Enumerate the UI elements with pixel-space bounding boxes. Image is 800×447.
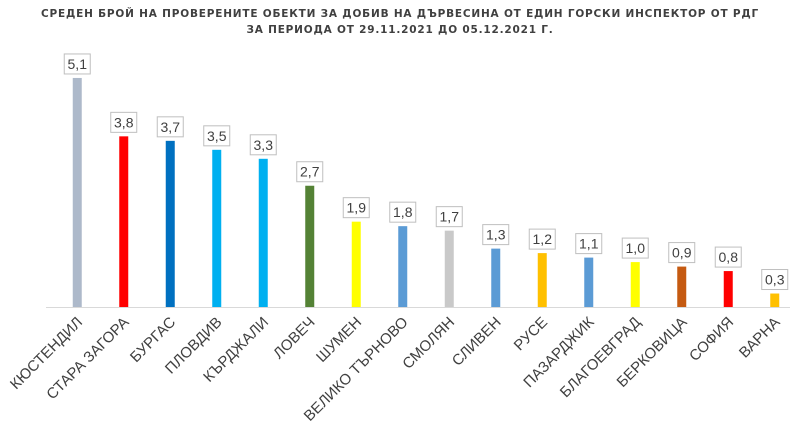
value-label-8: 1,7 — [440, 209, 460, 225]
value-label-box-11 — [575, 233, 603, 255]
bar-12 — [630, 262, 640, 307]
value-label-box-15 — [761, 269, 789, 291]
bar-5 — [305, 185, 315, 307]
bar-8 — [444, 230, 454, 307]
value-label-12: 1,0 — [626, 240, 646, 256]
value-label-11: 1,1 — [579, 236, 599, 252]
value-label-3: 3,5 — [207, 128, 227, 144]
value-labels-group: 5,1 3,8 3,7 3,5 3,3 2,7 1,9 1,8 1,7 1,3 1,2 1,1 1,0 0… — [63, 53, 789, 291]
value-label-5: 2,7 — [300, 164, 320, 180]
bar-14 — [723, 271, 733, 307]
bar-4 — [258, 158, 268, 307]
bar-6 — [351, 221, 361, 307]
value-label-box-1 — [110, 111, 138, 133]
bar-10 — [537, 253, 547, 307]
chart-title-block: СРЕДЕН БРОЙ НА ПРОВЕРЕНИТЕ ОБЕКТИ ЗА ДОБ… — [0, 6, 800, 38]
bar-9 — [491, 248, 501, 307]
value-label-4: 3,3 — [254, 137, 274, 153]
value-label-9: 1,3 — [486, 227, 506, 243]
value-label-box-13 — [668, 242, 696, 264]
chart-subtitle: ЗА ПЕРИОДА ОТ 29.11.2021 ДО 05.12.2021 Г… — [246, 24, 554, 36]
value-label-box-14 — [714, 246, 742, 268]
bar-1 — [119, 136, 129, 307]
value-label-7: 1,8 — [393, 204, 413, 220]
value-label-2: 3,7 — [161, 119, 181, 135]
value-label-1: 3,8 — [114, 114, 134, 130]
value-label-box-7 — [389, 201, 417, 223]
value-label-box-5 — [296, 161, 324, 183]
value-label-10: 1,2 — [533, 231, 553, 247]
category-label-15: ВАРНА — [736, 314, 784, 362]
value-label-box-2 — [156, 116, 184, 138]
value-label-0: 5,1 — [68, 56, 88, 72]
value-label-box-9 — [482, 224, 510, 246]
bar-15 — [770, 293, 780, 307]
bars-group — [72, 77, 780, 307]
category-label-5: ЛОВЕЧ — [270, 314, 318, 362]
bar-3 — [212, 149, 222, 307]
value-label-13: 0,9 — [672, 245, 692, 261]
category-label-12: БЛАГОЕВГРАД — [557, 314, 644, 401]
category-label-14: СОФИЯ — [686, 314, 737, 365]
value-label-box-6 — [342, 197, 370, 219]
category-label-10: РУСЕ — [511, 314, 551, 354]
value-label-6: 1,9 — [347, 200, 367, 216]
value-label-15: 0,3 — [765, 272, 785, 288]
bar-13 — [677, 266, 687, 307]
value-label-box-8 — [435, 206, 463, 228]
value-label-14: 0,8 — [719, 249, 739, 265]
category-label-9: СЛИВЕН — [449, 314, 505, 370]
bar-0 — [72, 77, 82, 307]
value-label-box-3 — [203, 125, 231, 147]
value-label-box-10 — [528, 228, 556, 250]
value-label-box-4 — [249, 134, 277, 156]
bar-2 — [165, 140, 175, 307]
bar-11 — [584, 257, 594, 307]
value-label-box-12 — [621, 237, 649, 259]
bar-7 — [398, 226, 408, 307]
value-label-box-0 — [63, 53, 91, 75]
chart-title: СРЕДЕН БРОЙ НА ПРОВЕРЕНИТЕ ОБЕКТИ ЗА ДОБ… — [40, 8, 760, 20]
category-label-1: СТАРА ЗАГОРА — [43, 314, 132, 403]
